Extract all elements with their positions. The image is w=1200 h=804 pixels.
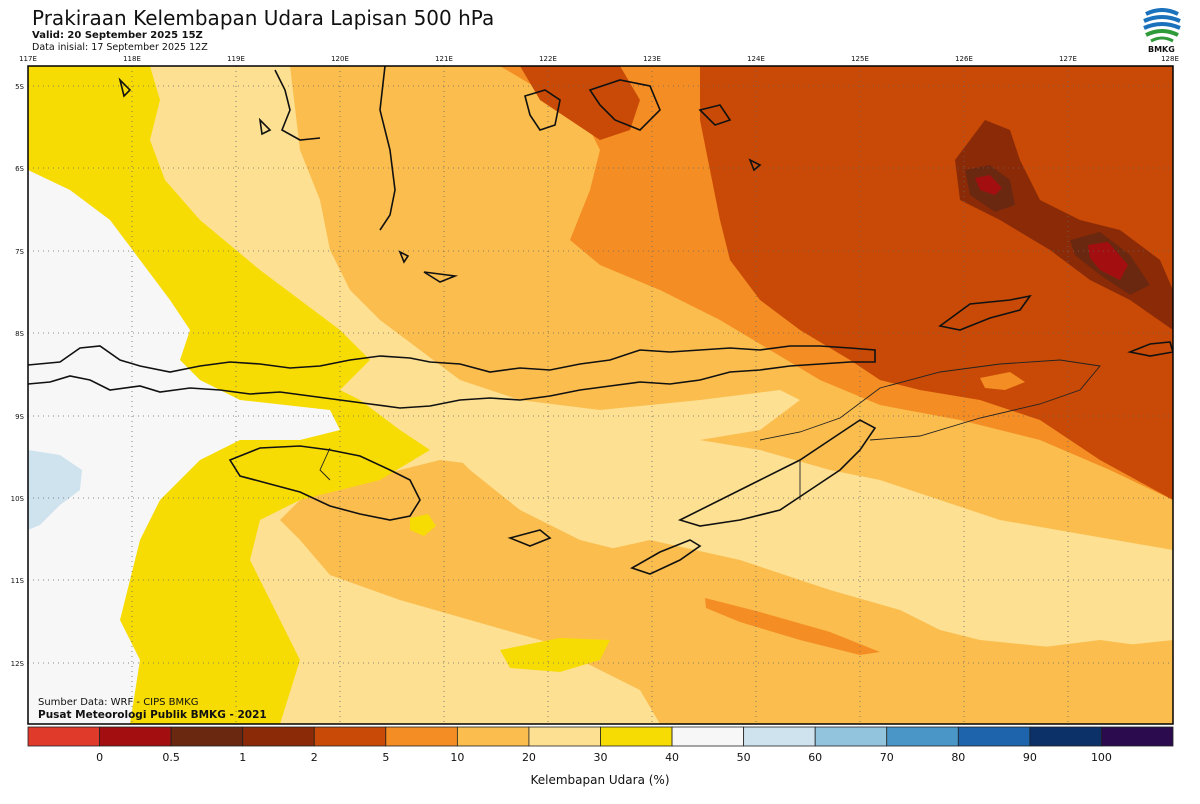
lon-label: 128E xyxy=(1161,55,1179,63)
lat-label: 8S xyxy=(15,330,24,338)
data-source: Sumber Data: WRF - CIPS BMKG xyxy=(38,697,199,708)
colorbar-swatch xyxy=(313,726,387,747)
colorbar-tick-label: 20 xyxy=(522,751,536,764)
map-frame xyxy=(27,65,1174,725)
colorbar-swatch xyxy=(1101,726,1174,747)
humidity-band-20-30 xyxy=(430,400,1173,650)
colorbar-tick-label: 50 xyxy=(737,751,751,764)
colorbar-swatch xyxy=(170,726,244,747)
colorbar-tick-label: 0 xyxy=(96,751,103,764)
lat-label: 5S xyxy=(15,83,24,91)
lon-label: 123E xyxy=(643,55,661,63)
valid-time: Valid: 20 September 2025 15Z xyxy=(32,30,203,41)
lon-label: 125E xyxy=(851,55,869,63)
lat-label: 6S xyxy=(15,165,24,173)
lon-label: 120E xyxy=(331,55,349,63)
humidity-band-40-50 xyxy=(28,170,340,724)
lon-label: 122E xyxy=(539,55,557,63)
colorbar-swatch xyxy=(99,726,172,747)
colorbar-swatch xyxy=(27,726,100,747)
humidity-band-2-5 xyxy=(520,66,640,140)
colorbar-swatch xyxy=(242,726,315,747)
lon-label: 126E xyxy=(955,55,973,63)
lon-label: 117E xyxy=(19,55,37,63)
colorbar-swatch xyxy=(456,726,530,747)
colorbar-swatch xyxy=(528,726,601,747)
lon-label: 121E xyxy=(435,55,453,63)
map-title: Prakiraan Kelembapan Udara Lapisan 500 h… xyxy=(32,6,495,30)
lon-label: 127E xyxy=(1059,55,1077,63)
colorbar-swatch xyxy=(743,726,816,747)
colorbar-tick-label: 70 xyxy=(880,751,894,764)
colorbar xyxy=(27,726,1174,747)
colorbar-tick-label: 60 xyxy=(808,751,822,764)
colorbar-tick-label: 1 xyxy=(239,751,246,764)
colorbar-swatch xyxy=(957,726,1031,747)
colorbar-swatch xyxy=(886,726,959,747)
coastlines xyxy=(28,66,1173,575)
bmkg-logo-icon xyxy=(1143,8,1181,43)
init-time: Data inisial: 17 September 2025 12Z xyxy=(32,42,208,53)
humidity-band-2-5 xyxy=(700,66,1173,500)
bmkg-logo-text: BMKG xyxy=(1148,45,1175,54)
lon-label: 118E xyxy=(123,55,141,63)
colorbar-swatch xyxy=(671,726,745,747)
lon-label: 119E xyxy=(227,55,245,63)
humidity-band-30-40 xyxy=(500,638,610,672)
humidity-band-30-40 xyxy=(410,514,436,536)
colorbar-tick-label: 80 xyxy=(951,751,965,764)
colorbar-tick-label: 0.5 xyxy=(162,751,180,764)
humidity-band-10-20 xyxy=(560,540,1173,724)
graticule xyxy=(28,66,1173,724)
lon-label: 124E xyxy=(747,55,765,63)
lat-label: 11S xyxy=(11,577,25,585)
colorbar-swatch xyxy=(600,726,673,747)
humidity-band-0-0.5 xyxy=(975,175,1128,280)
colorbar-swatch xyxy=(385,726,458,747)
colorbar-swatch xyxy=(814,726,888,747)
lat-label: 10S xyxy=(11,495,25,503)
humidity-band-5-10 xyxy=(980,372,1025,390)
lat-label: 9S xyxy=(15,413,24,421)
colorbar-tick-label: 5 xyxy=(382,751,389,764)
colorbar-tick-label: 40 xyxy=(665,751,679,764)
publisher: Pusat Meteorologi Publik BMKG - 2021 xyxy=(38,709,267,721)
humidity-band-5-10 xyxy=(705,598,880,655)
colorbar-title: Kelembapan Udara (%) xyxy=(530,773,670,787)
borders xyxy=(319,359,1101,500)
lat-label: 12S xyxy=(11,660,25,668)
colorbar-swatch xyxy=(1029,726,1102,747)
colorbar-tick-label: 30 xyxy=(594,751,608,764)
lat-label: 7S xyxy=(15,248,24,256)
humidity-band-50-60 xyxy=(28,450,82,530)
colorbar-tick-label: 2 xyxy=(311,751,318,764)
colorbar-tick-label: 10 xyxy=(450,751,464,764)
colorbar-tick-label: 100 xyxy=(1091,751,1112,764)
colorbar-tick-label: 90 xyxy=(1023,751,1037,764)
